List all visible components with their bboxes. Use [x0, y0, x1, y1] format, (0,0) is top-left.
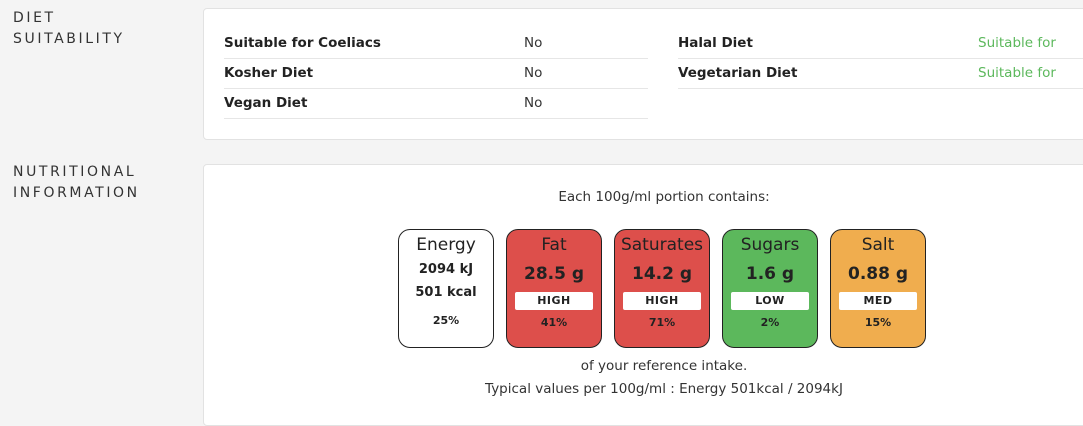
- saturates-percent: 71%: [648, 316, 676, 329]
- fat-box: Fat 28.5 g HIGH 41%: [506, 229, 602, 348]
- portion-intro: Each 100g/ml portion contains:: [558, 189, 770, 205]
- energy-kj: 2094 kJ: [418, 262, 474, 277]
- nutrition-heading-line1: NUTRITIONAL: [13, 164, 137, 180]
- salt-level-badge: MED: [839, 292, 917, 310]
- sugars-percent: 2%: [760, 316, 780, 329]
- diet-suitability-card: Suitable for Coeliacs No Kosher Diet No …: [203, 8, 1083, 140]
- energy-label: Energy: [416, 235, 476, 255]
- diet-row-coeliacs: Suitable for Coeliacs No: [224, 28, 648, 59]
- diet-heading-line1: DIET: [13, 10, 56, 26]
- diet-row-vegan: Vegan Diet No: [224, 88, 648, 119]
- diet-suitability-heading: DIET SUITABILITY: [13, 8, 125, 50]
- salt-percent: 15%: [864, 316, 892, 329]
- salt-amount: 0.88 g: [847, 264, 909, 284]
- fat-label: Fat: [541, 235, 567, 255]
- saturates-label: Saturates: [620, 235, 704, 255]
- diet-name: Vegan Diet: [224, 95, 308, 111]
- diet-row-kosher: Kosher Diet No: [224, 58, 648, 89]
- fat-amount: 28.5 g: [523, 264, 585, 284]
- energy-percent: 25%: [432, 314, 460, 327]
- nutrition-heading-line2: INFORMATION: [13, 185, 140, 201]
- nutritional-information-card: Each 100g/ml portion contains: Energy 20…: [203, 164, 1083, 426]
- diet-value: Suitable for: [978, 65, 1056, 81]
- saturates-level-badge: HIGH: [623, 292, 701, 310]
- diet-name: Vegetarian Diet: [678, 65, 798, 81]
- diet-value: No: [524, 95, 543, 111]
- reference-intake-text: of your reference intake.: [580, 358, 748, 374]
- diet-name: Halal Diet: [678, 35, 753, 51]
- salt-label: Salt: [861, 235, 895, 255]
- sugars-amount: 1.6 g: [745, 264, 795, 284]
- sugars-level-badge: LOW: [731, 292, 809, 310]
- sugars-label: Sugars: [740, 235, 800, 255]
- diet-heading-line2: SUITABILITY: [13, 31, 125, 47]
- typical-values-text: Typical values per 100g/ml : Energy 501k…: [485, 381, 843, 397]
- diet-value: Suitable for: [978, 35, 1056, 51]
- diet-row-vegetarian: Vegetarian Diet Suitable for: [678, 58, 1083, 89]
- energy-kcal: 501 kcal: [415, 285, 477, 300]
- diet-name: Kosher Diet: [224, 65, 314, 81]
- salt-box: Salt 0.88 g MED 15%: [830, 229, 926, 348]
- saturates-box: Saturates 14.2 g HIGH 71%: [614, 229, 710, 348]
- diet-row-halal: Halal Diet Suitable for: [678, 28, 1083, 59]
- fat-percent: 41%: [540, 316, 568, 329]
- fat-level-badge: HIGH: [515, 292, 593, 310]
- nutritional-information-heading: NUTRITIONAL INFORMATION: [13, 162, 140, 204]
- energy-box: Energy 2094 kJ 501 kcal 25%: [398, 229, 494, 348]
- sugars-box: Sugars 1.6 g LOW 2%: [722, 229, 818, 348]
- diet-name: Suitable for Coeliacs: [224, 35, 381, 51]
- diet-value: No: [524, 35, 543, 51]
- saturates-amount: 14.2 g: [631, 264, 693, 284]
- diet-value: No: [524, 65, 543, 81]
